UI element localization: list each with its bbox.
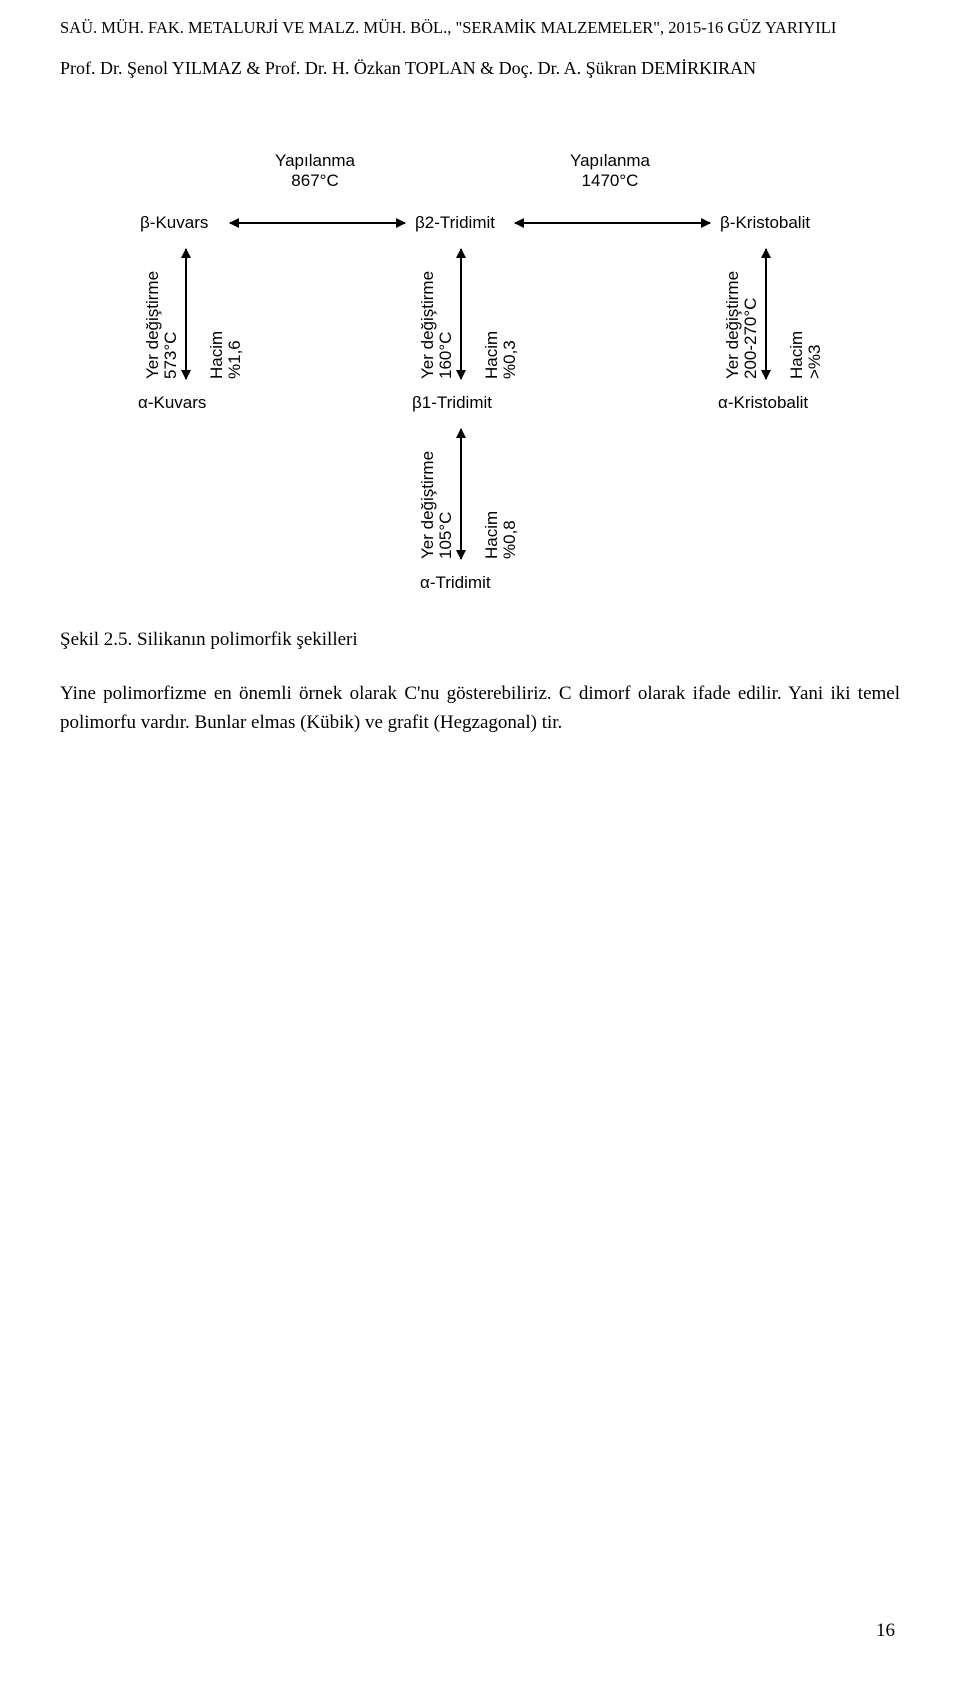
vblock-d: Yer değiştirme 105°C Hacim %0,8: [420, 429, 510, 559]
vblock-c: Yer değiştirme 200-270°C Hacim >%3: [725, 249, 815, 379]
vblock-b-hac2: %0,3: [500, 340, 520, 379]
vblock-b-yer1: Yer değiştirme: [418, 271, 438, 379]
varrow-a: [185, 249, 187, 379]
phase-beta1-tridimit: β1-Tridimit: [412, 393, 492, 413]
phase-beta2-tridimit: β2-Tridimit: [415, 213, 495, 233]
phase-row-1: β-Kuvars β2-Tridimit β-Kristobalit: [100, 209, 860, 239]
top-label-right: Yapılanma 1470°C: [570, 151, 650, 192]
silica-diagram: Yapılanma 867°C Yapılanma 1470°C β-Kuvar…: [100, 129, 860, 599]
diagram-top-labels: Yapılanma 867°C Yapılanma 1470°C: [100, 129, 860, 209]
vblock-row-1: Yer değiştirme 573°C Hacim %1,6 Yer deği…: [100, 239, 860, 389]
phase-beta-kristobalit: β-Kristobalit: [720, 213, 810, 233]
phase-alpha-kuvars: α-Kuvars: [138, 393, 206, 413]
harrow-1: [230, 222, 405, 224]
phase-row-2: α-Kuvars β1-Tridimit α-Kristobalit: [100, 389, 860, 419]
vblock-b-yer2: 160°C: [436, 332, 456, 379]
page-number: 16: [876, 1620, 895, 1642]
phase-alpha-kristobalit: α-Kristobalit: [718, 393, 808, 413]
vblock-d-yer2: 105°C: [436, 512, 456, 559]
body-paragraph: Yine polimorfizme en önemli örnek olarak…: [60, 679, 900, 738]
vblock-a: Yer değiştirme 573°C Hacim %1,6: [145, 249, 235, 379]
vblock-c-yer2: 200-270°C: [741, 298, 761, 379]
phase-row-3: α-Tridimit: [100, 569, 860, 599]
page-header: SAÜ. MÜH. FAK. METALURJİ VE MALZ. MÜH. B…: [60, 18, 900, 38]
authors-line: Prof. Dr. Şenol YILMAZ & Prof. Dr. H. Öz…: [60, 58, 900, 79]
vblock-d-yer1: Yer değiştirme: [418, 451, 438, 559]
vblock-b-hac1: Hacim: [482, 331, 502, 379]
vblock-row-2: Yer değiştirme 105°C Hacim %0,8: [100, 419, 860, 569]
varrow-d: [460, 429, 462, 559]
vblock-a-yer2: 573°C: [161, 332, 181, 379]
phase-alpha-tridimit: α-Tridimit: [420, 573, 491, 593]
top-label-left-line1: Yapılanma: [275, 151, 355, 171]
vblock-a-yer1: Yer değiştirme: [143, 271, 163, 379]
vblock-c-hac2: >%3: [805, 345, 825, 380]
top-label-left: Yapılanma 867°C: [275, 151, 355, 192]
varrow-b: [460, 249, 462, 379]
harrow-2: [515, 222, 710, 224]
figure-caption: Şekil 2.5. Silikanın polimorfik şekiller…: [60, 629, 900, 651]
vblock-a-hac1: Hacim: [207, 331, 227, 379]
top-label-right-line2: 1470°C: [570, 171, 650, 191]
vblock-b: Yer değiştirme 160°C Hacim %0,3: [420, 249, 510, 379]
vblock-a-hac2: %1,6: [225, 340, 245, 379]
vblock-c-hac1: Hacim: [787, 331, 807, 379]
vblock-c-yer1: Yer değiştirme: [723, 271, 743, 379]
vblock-d-hac2: %0,8: [500, 520, 520, 559]
phase-beta-kuvars: β-Kuvars: [140, 213, 208, 233]
top-label-right-line1: Yapılanma: [570, 151, 650, 171]
vblock-d-hac1: Hacim: [482, 511, 502, 559]
varrow-c: [765, 249, 767, 379]
top-label-left-line2: 867°C: [275, 171, 355, 191]
